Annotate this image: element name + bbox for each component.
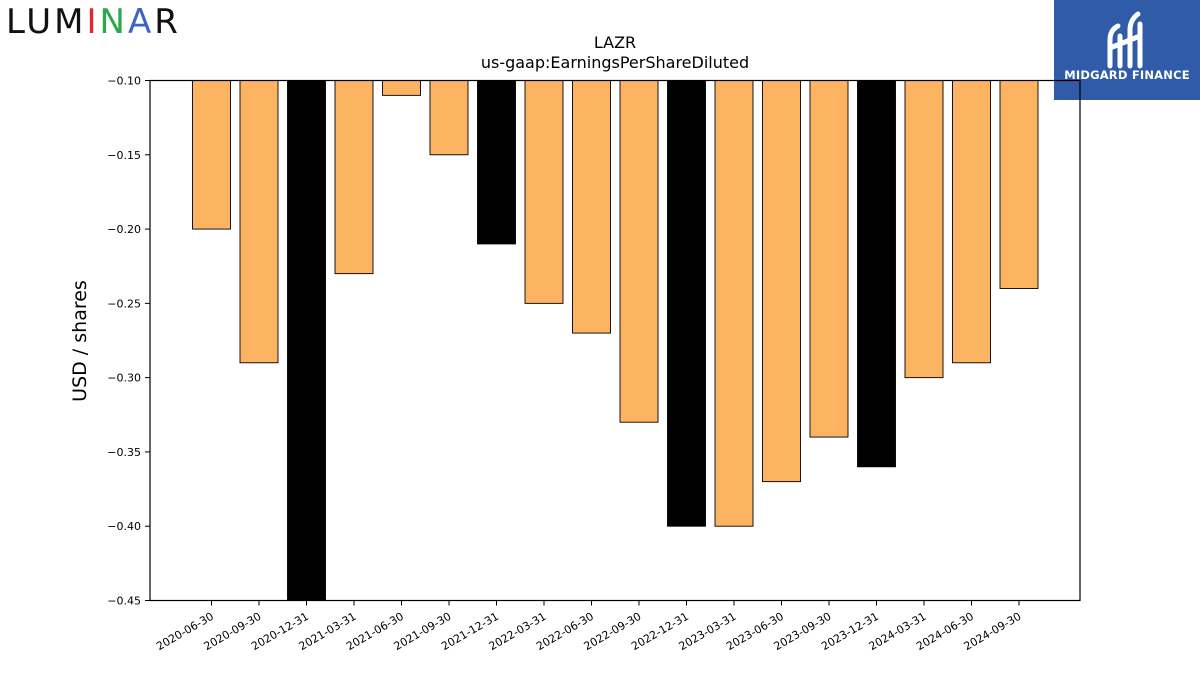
y-tick-label: −0.45	[107, 595, 141, 608]
bar-2021-12-31	[477, 80, 516, 245]
bar-2021-09-30	[429, 80, 469, 156]
bar-2021-06-30	[382, 80, 421, 96]
bar-2023-09-30	[809, 80, 849, 438]
bar-2023-12-31	[857, 80, 896, 468]
bar-2022-09-30	[619, 80, 659, 423]
bar-2022-03-31	[524, 80, 564, 304]
midgard-emblem-icon	[1107, 11, 1143, 69]
y-tick-label: −0.40	[107, 520, 141, 533]
bar-2024-06-30	[952, 80, 991, 364]
bar-2023-06-30	[762, 80, 801, 483]
bar-2022-06-30	[572, 80, 611, 334]
y-tick-label: −0.10	[107, 75, 141, 88]
plot-frame	[149, 79, 1081, 602]
bar-2023-03-31	[714, 80, 754, 527]
chart-title: LAZR	[594, 33, 636, 52]
y-axis: −0.10 −0.15 −0.20 −0.25 −0.30 −0.35 −0.40 −0.45	[107, 75, 150, 608]
chart-subtitle: us-gaap:EarningsPerShareDiluted	[481, 53, 749, 72]
midgard-finance-logo: MIDGARD FINANCE	[1054, 0, 1200, 100]
y-axis-label: USD / shares	[69, 280, 91, 402]
logo-letter-n: N	[99, 2, 128, 42]
x-axis: 2020-06-302020-09-302020-12-312021-03-31…	[154, 600, 1024, 653]
bar-2020-09-30	[239, 80, 279, 364]
y-tick-label: −0.15	[107, 149, 141, 162]
y-tick-label: −0.35	[107, 446, 141, 459]
bar-2020-12-31	[287, 80, 326, 601]
logo-letter-a: A	[127, 2, 155, 42]
midgard-brand-name: MIDGARD FINANCE	[1064, 68, 1190, 82]
y-tick-label: −0.25	[107, 297, 141, 310]
bar-2024-03-31	[904, 80, 944, 379]
bar-2021-03-31	[334, 80, 374, 275]
bar-2022-12-31	[667, 80, 706, 527]
bars-group	[192, 80, 1039, 601]
logo-letter-i: I	[86, 2, 100, 42]
bar-2020-06-30	[192, 80, 231, 230]
y-tick-label: −0.30	[107, 372, 141, 385]
y-tick-label: −0.20	[107, 223, 141, 236]
bar-2024-09-30	[999, 80, 1039, 289]
luminar-logo: LUMINAR	[6, 2, 181, 42]
